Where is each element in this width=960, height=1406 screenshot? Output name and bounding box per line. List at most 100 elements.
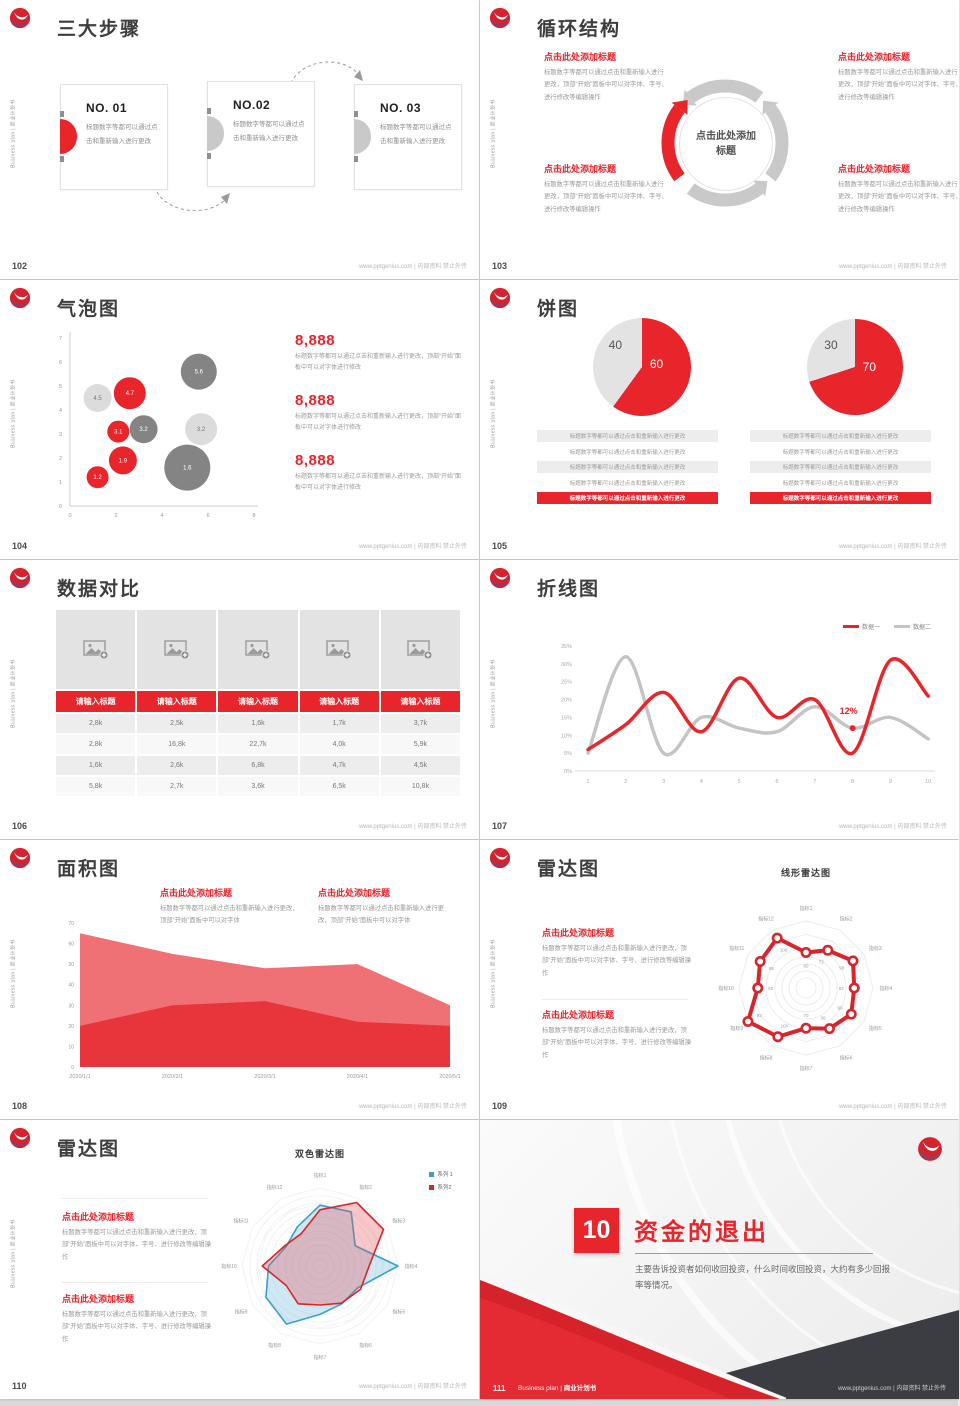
svg-text:指标11: 指标11 xyxy=(234,1218,249,1225)
svg-text:4: 4 xyxy=(59,408,62,414)
table-header-cell: 请输入标题 xyxy=(56,691,136,712)
table-cell: 6,5k xyxy=(299,777,379,796)
stat-body: 标题数字等都可以通过点击和重新输入进行更改，顶部“开始”面板中可以对字体进行修改 xyxy=(295,354,461,372)
legend-item-series2: 数据二 xyxy=(893,622,931,631)
svg-text:30: 30 xyxy=(68,1003,74,1009)
page-number: 107 xyxy=(492,821,508,831)
caption-row: 标题数字等都可以通过点击和重新输入进行更改 xyxy=(569,480,686,487)
step-body: 标题数字等都可以通过点击和重新输入进行更改 xyxy=(380,124,452,145)
table-header-cell: 请输入标题 xyxy=(380,691,460,712)
svg-text:12%: 12% xyxy=(840,706,858,716)
svg-text:2020/3/1: 2020/3/1 xyxy=(254,1074,275,1080)
svg-text:60: 60 xyxy=(68,942,74,948)
svg-text:5%: 5% xyxy=(564,751,572,757)
svg-text:25%: 25% xyxy=(561,680,572,686)
image-placeholder xyxy=(380,610,460,689)
comparison-table: 请输入标题 请输入标题 请输入标题 请输入标题 请输入标题 2,8k 2,5k 1,6k 1,7… xyxy=(56,610,460,796)
page-number: 106 xyxy=(12,821,28,831)
svg-text:2: 2 xyxy=(114,513,117,519)
caption-row: 标题数字等都可以通过点击和重新输入进行更改 xyxy=(537,461,718,473)
svg-text:指标4: 指标4 xyxy=(405,1263,418,1270)
block-heading: 点击此处添加标题 xyxy=(318,888,391,898)
table-header-cell: 请输入标题 xyxy=(137,691,217,712)
brand-logo-icon xyxy=(9,287,31,309)
block-heading: 点击此处添加标题 xyxy=(62,1294,135,1304)
svg-text:指标2: 指标2 xyxy=(359,1184,372,1191)
svg-text:70: 70 xyxy=(803,1013,809,1018)
slide-106[interactable]: Business plan | 商业计划书 数据对比 请输入标题 请输入标题 请输入… xyxy=(0,560,479,839)
svg-text:40: 40 xyxy=(68,983,74,989)
footer-site: www.pptgenius.com | 内部资料 禁止外传 xyxy=(838,1386,946,1392)
text-block-bottom-right: 点击此处添加标题 标题数字等都可以通过点击和重新输入进行更改，顶部“开始”面板中… xyxy=(838,162,959,216)
page-number: 102 xyxy=(12,261,28,271)
footer-site: www.pptgenius.com | 内部资料 禁止外传 xyxy=(359,824,467,830)
table-cell: 3,6k xyxy=(218,777,298,796)
image-placeholder xyxy=(137,610,217,689)
svg-text:指标12: 指标12 xyxy=(758,916,774,923)
svg-text:50: 50 xyxy=(68,962,74,968)
slide-110[interactable]: Business plan | 商业计划书 雷达图 双色雷达图 系列 1 系列2… xyxy=(0,1120,479,1399)
step-marker-icon xyxy=(354,111,371,162)
slide-105[interactable]: Business plan | 商业计划书 饼图 60 40 70 30 标题数字等… xyxy=(480,280,959,559)
page-number: 108 xyxy=(12,1101,28,1111)
svg-text:82: 82 xyxy=(839,986,845,991)
text-block-top-right: 点击此处添加标题 标题数字等都可以通过点击和重新输入进行更改，顶部“开始”面板中… xyxy=(838,50,959,104)
slide-108[interactable]: Business plan | 商业计划书 面积图 点击此处添加标题 标题数字等… xyxy=(0,840,479,1119)
svg-text:8: 8 xyxy=(252,513,255,519)
svg-text:8: 8 xyxy=(851,779,854,785)
page-title: 三大步骤 xyxy=(57,19,142,40)
svg-text:5.6: 5.6 xyxy=(195,370,204,376)
table-cell: 5,9k xyxy=(380,735,460,754)
table-cell: 2,8k xyxy=(56,714,136,733)
step-card-1: NO. 01 标题数字等都可以通过点击和重新输入进行更改 xyxy=(60,84,168,190)
divider-line xyxy=(62,1198,208,1199)
block-heading: 点击此处添加标题 xyxy=(542,1010,615,1020)
brand-logo-icon xyxy=(917,1136,943,1162)
svg-text:指标10: 指标10 xyxy=(718,985,734,992)
brand-logo-icon xyxy=(9,7,31,29)
block-body: 标题数字等都可以通过点击和重新输入进行更改，顶部“开始”面板中可以对字体、字号、… xyxy=(62,1311,212,1343)
line-chart: 0% 5% 10% 15% 20% 25% 30% 35% 1 2 3 4 5 6 7 8 9 10 12% xyxy=(561,644,935,785)
table-cell: 10,8k xyxy=(380,777,460,796)
svg-text:30%: 30% xyxy=(561,662,572,668)
legend-swatch-blue xyxy=(429,1171,435,1177)
stat-value: 8,888 xyxy=(295,332,336,349)
divider-line xyxy=(542,999,688,1000)
stat-value: 8,888 xyxy=(295,392,336,409)
slide-107[interactable]: Business plan | 商业计划书 折线图 数据一 数据二 0% 5% 10… xyxy=(480,560,959,839)
cycle-center-circle: 点击此处添加标题 xyxy=(679,97,773,191)
svg-text:1.6: 1.6 xyxy=(183,466,192,472)
table-cell: 1,6k xyxy=(218,714,298,733)
legend-swatch-red xyxy=(842,625,859,628)
slide-102[interactable]: Business plan | 商业计划书 三大步骤 NO. 01 标题数字等都… xyxy=(0,0,479,279)
page-number: 111 xyxy=(493,1384,506,1393)
caption-row: 标题数字等都可以通过点击和重新输入进行更改 xyxy=(569,449,686,456)
slide-103[interactable]: Business plan | 商业计划书 循环结构 点击此处添加标题 标题数字… xyxy=(480,0,959,279)
svg-text:0%: 0% xyxy=(564,769,572,775)
table-cell: 1,6k xyxy=(56,756,136,775)
svg-text:3.2: 3.2 xyxy=(197,427,206,433)
page-title: 折线图 xyxy=(537,579,601,600)
stat-body: 标题数字等都可以通过点击和重新输入进行更改，顶部“开始”面板中可以对字体进行修改 xyxy=(295,414,461,432)
svg-text:指标9: 指标9 xyxy=(235,1309,248,1316)
slide-111[interactable]: 10 资金的退出 主要告诉投资者如何收回投资，什么时间收回投资，大约有多少回报率… xyxy=(480,1120,959,1399)
step-body: 标题数字等都可以通过点击和重新输入进行更改 xyxy=(233,121,305,142)
section-body: 主要告诉投资者如何收回投资，什么时间收回投资，大约有多少回报率等情况。 xyxy=(635,1264,891,1291)
page-number: 105 xyxy=(492,541,508,551)
slide-109[interactable]: Business plan | 商业计划书 雷达图 线形雷达图 点击此处添加标题… xyxy=(480,840,959,1119)
table-cell: 1,7k xyxy=(299,714,379,733)
add-image-icon xyxy=(245,639,271,659)
pie-caption-rows-left: 标题数字等都可以通过点击和重新输入进行更改 标题数字等都可以通过点击和重新输入进行… xyxy=(537,430,718,508)
block-heading: 点击此处添加标题 xyxy=(838,164,911,174)
pie-chart-left: 60 40 xyxy=(593,318,691,416)
svg-text:指标8: 指标8 xyxy=(268,1342,281,1349)
stat-item-1: 8,888 标题数字等都可以通过点击和重新输入进行更改，顶部“开始”面板中可以对… xyxy=(295,332,463,374)
caption-row: 标题数字等都可以通过点击和重新输入进行更改 xyxy=(782,480,899,487)
pie-slice-label: 30 xyxy=(824,338,838,353)
table-cell: 22,7k xyxy=(218,735,298,754)
pie-slice-label: 60 xyxy=(649,357,664,372)
block-heading: 点击此处添加标题 xyxy=(542,928,615,938)
svg-text:0: 0 xyxy=(68,513,71,519)
block-body: 标题数字等都可以通过点击和重新输入进行更改，顶部“开始”面板中可以对字体、字号、… xyxy=(838,181,959,213)
